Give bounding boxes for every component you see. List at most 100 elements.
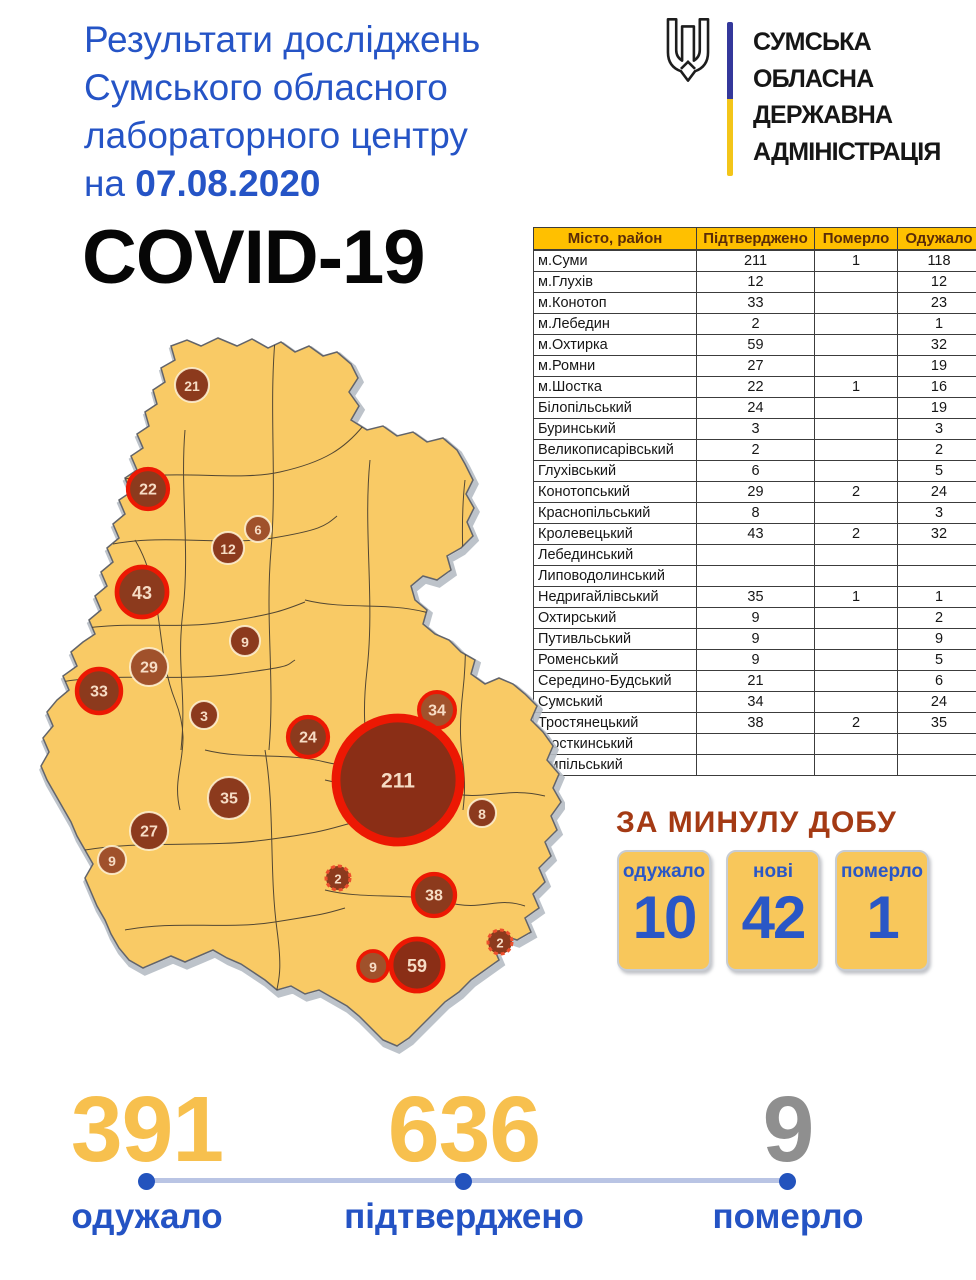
title-line: лабораторного центру [84, 115, 468, 156]
total-value: 636 [387, 1077, 541, 1181]
table-row: Краснопільський 8 3 [533, 502, 976, 524]
case-bubble-value: 6 [254, 523, 261, 538]
table-cell: Тростянецький [533, 712, 697, 734]
table-cell: 35 [696, 586, 815, 608]
card-label: померло [840, 861, 923, 882]
tryzub-icon [666, 18, 710, 82]
table-cell: 6 [897, 670, 976, 692]
column-header: Підтверджено [696, 227, 815, 251]
case-bubble: 35 [207, 776, 251, 820]
table-cell: 33 [696, 292, 815, 314]
table-cell: 9 [696, 607, 815, 629]
table-cell: 2 [897, 607, 976, 629]
table-cell [814, 355, 898, 377]
last-day-card: одужало 10 [617, 850, 711, 971]
case-bubble-value: 3 [200, 708, 208, 724]
case-bubble: 8 [467, 798, 497, 828]
table-cell [814, 460, 898, 482]
table-row: Конотопський 29 2 24 [533, 481, 976, 503]
table-row: Лебединський [533, 544, 976, 566]
total-value: 9 [762, 1077, 815, 1181]
case-bubble-value: 22 [139, 482, 157, 499]
district-border-line [268, 339, 276, 751]
covid-19-label: COVID-19 [82, 215, 426, 300]
case-bubble: 22 [125, 466, 171, 512]
case-bubble: 27 [129, 811, 169, 851]
table-row: Великописарівський 2 2 [533, 439, 976, 461]
district-border-line [74, 601, 306, 631]
table-cell [814, 397, 898, 419]
table-body: м.Суми 211 1 118 м.Глухів 12 12 м.Конотоп 33 23 м.… [533, 249, 976, 776]
table-cell: 29 [696, 481, 815, 503]
case-bubble-value: 59 [407, 956, 427, 976]
table-cell: 24 [696, 397, 815, 419]
org-name-line: ОБЛАСНА [753, 64, 874, 93]
table-cell [814, 691, 898, 713]
table-row: Кролевецький 43 2 32 [533, 523, 976, 545]
case-bubble: 59 [388, 936, 446, 994]
table-cell: 3 [897, 418, 976, 440]
table-row: Сумський 34 24 [533, 691, 976, 713]
flag-blue [727, 22, 733, 99]
table-cell [696, 733, 815, 755]
covid-table: Місто, район Підтверджено Померло Одужало м… [533, 227, 976, 776]
table-header-row: Місто, район Підтверджено Померло Одужало [533, 227, 976, 251]
table-cell [814, 544, 898, 566]
case-bubble-value: 2 [334, 872, 341, 887]
org-name-line: ДЕРЖАВНА [753, 101, 893, 129]
case-bubble: 9 [97, 845, 127, 875]
table-row: Білопільський 24 19 [533, 397, 976, 419]
table-cell [814, 418, 898, 440]
table-cell: 2 [897, 439, 976, 461]
table-cell: 59 [696, 334, 815, 356]
case-bubble: 29 [129, 647, 169, 687]
table-cell: 2 [814, 712, 898, 734]
title-line: Сумського обласного [84, 67, 448, 108]
table-cell: 1 [814, 376, 898, 398]
total-label: померло [712, 1197, 864, 1236]
case-bubble-value: 43 [132, 583, 152, 603]
table-cell: 3 [897, 502, 976, 524]
column-header: Одужало [897, 227, 976, 251]
table-cell: 27 [696, 355, 815, 377]
case-bubble: 24 [285, 714, 331, 760]
case-bubble-value: 8 [478, 806, 486, 822]
case-bubble-value: 21 [184, 378, 200, 394]
title-line: Результати досліджень [84, 19, 481, 60]
total-confirmed: 636 підтверджено [344, 1082, 584, 1237]
total-label: підтверджено [344, 1197, 584, 1236]
table-row: Липоводолинський [533, 565, 976, 587]
case-bubble: 2 [486, 928, 514, 956]
timeline-dot [138, 1173, 155, 1190]
case-bubble-value: 9 [108, 853, 116, 869]
last-day-heading: ЗА МИНУЛУ ДОБУ [616, 806, 897, 839]
table-cell: 8 [696, 502, 815, 524]
table-cell: 12 [897, 271, 976, 293]
last-day-card: нові 42 [726, 850, 820, 971]
table-row: Буринський 3 3 [533, 418, 976, 440]
table-cell: Середино-Будський [533, 670, 697, 692]
org-name-line: СУМСЬКА [753, 28, 872, 56]
table-cell: Краснопільський [533, 502, 697, 524]
card-value: 1 [866, 884, 899, 951]
table-row: Путивльський 9 9 [533, 628, 976, 650]
table-cell: 6 [696, 460, 815, 482]
case-bubble-value: 211 [381, 770, 415, 793]
district-border-line [84, 821, 356, 851]
table-row: м.Глухів 12 12 [533, 271, 976, 293]
table-cell [814, 313, 898, 335]
case-bubble: 2 [324, 864, 352, 892]
table-cell [814, 649, 898, 671]
total-label: одужало [71, 1197, 223, 1236]
table-cell [696, 565, 815, 587]
card-label: нові [752, 861, 794, 882]
table-cell [814, 670, 898, 692]
case-bubble-value: 33 [90, 684, 108, 701]
table-cell: 2 [696, 313, 815, 335]
table-cell: 35 [897, 712, 976, 734]
case-bubble-value: 29 [140, 660, 158, 677]
table-cell: м.Суми [533, 249, 697, 272]
title-date-line: на 07.08.2020 [84, 163, 321, 204]
table-cell [814, 271, 898, 293]
